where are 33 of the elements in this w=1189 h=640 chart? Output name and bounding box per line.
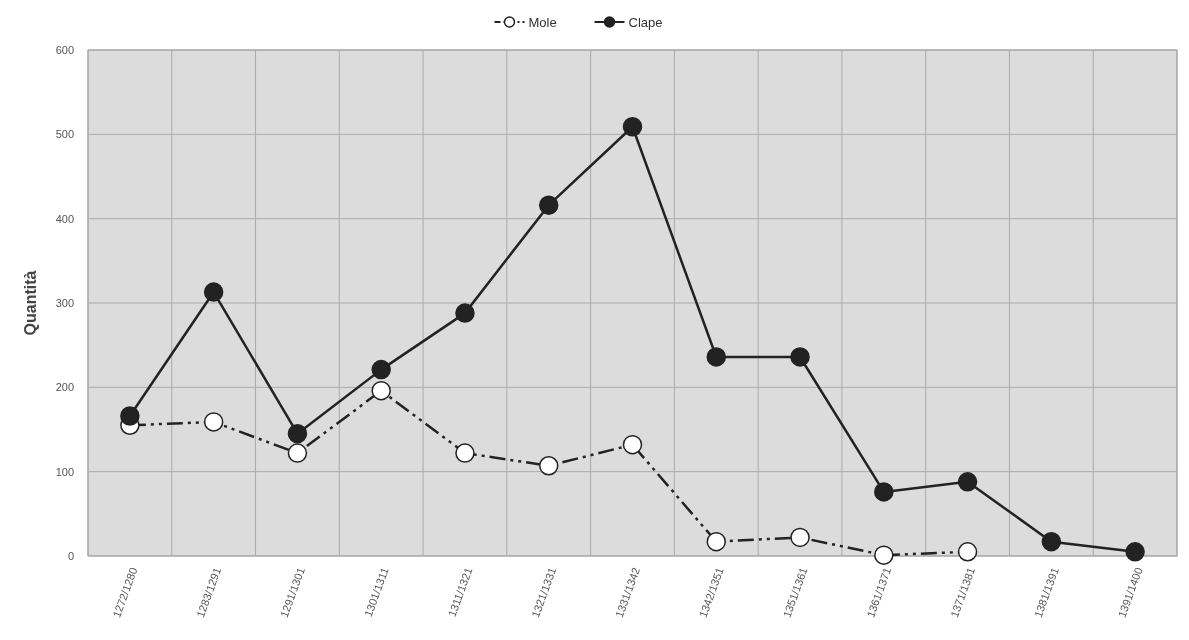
y-tick-label: 400: [55, 212, 74, 225]
point: [706, 531, 727, 552]
point: [874, 545, 894, 565]
y-tick-label: 300: [55, 296, 74, 309]
point: [957, 542, 978, 562]
point: [706, 347, 727, 367]
y-tick-label: 200: [55, 381, 74, 394]
point: [203, 282, 224, 302]
legend-label: Mole: [528, 14, 557, 30]
point: [622, 116, 643, 137]
point: [203, 412, 224, 432]
point: [287, 443, 308, 463]
point: [790, 527, 810, 548]
y-tick-label: 100: [55, 465, 74, 478]
point: [371, 359, 391, 380]
legend-label: Clape: [628, 14, 663, 30]
point: [874, 482, 894, 502]
point: [1125, 542, 1145, 562]
point: [371, 380, 391, 401]
point: [120, 406, 140, 426]
point: [455, 303, 475, 323]
point: [790, 347, 810, 367]
point: [538, 195, 559, 215]
point: [1041, 531, 1062, 552]
point: [957, 472, 978, 492]
point: [455, 443, 475, 463]
y-tick-label: 600: [55, 43, 74, 56]
point: [287, 423, 308, 444]
y-tick-label: 500: [55, 128, 74, 141]
point: [538, 456, 559, 476]
point: [622, 434, 643, 455]
y-tick-label: 0: [67, 549, 74, 562]
y-axis-title: Quantità: [22, 270, 39, 336]
